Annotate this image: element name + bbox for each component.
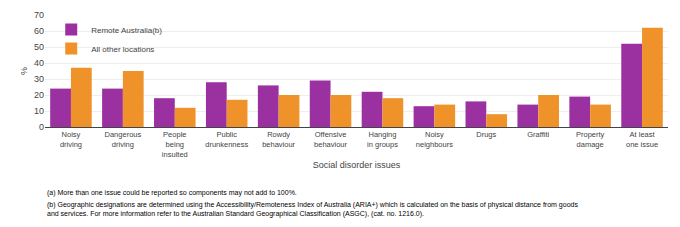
svg-text:Publicdrunkenness: Publicdrunkenness — [205, 130, 248, 149]
svg-text:10: 10 — [34, 106, 44, 116]
svg-text:All other locations: All other locations — [91, 45, 154, 54]
svg-text:Graffiti: Graffiti — [527, 130, 549, 139]
svg-text:%: % — [19, 67, 29, 75]
svg-text:Noisydriving: Noisydriving — [60, 130, 82, 149]
svg-text:30: 30 — [34, 74, 44, 84]
svg-text:Propertydamage: Propertydamage — [576, 130, 605, 149]
svg-text:Hangingin groups: Hangingin groups — [367, 130, 398, 149]
svg-text:50: 50 — [34, 42, 44, 52]
svg-text:Remote Australia(b): Remote Australia(b) — [91, 26, 162, 35]
svg-text:(a) More than one issue could: (a) More than one issue could be reporte… — [47, 189, 297, 197]
svg-text:Social disorder issues: Social disorder issues — [313, 160, 401, 170]
svg-text:40: 40 — [34, 58, 44, 68]
svg-text:Drugs: Drugs — [476, 130, 496, 139]
svg-text:70: 70 — [34, 10, 44, 20]
svg-text:At leastone issue: At leastone issue — [626, 130, 658, 149]
svg-text:Offensivebehaviour: Offensivebehaviour — [314, 130, 347, 149]
svg-text:0: 0 — [39, 122, 44, 132]
svg-text:60: 60 — [34, 26, 44, 36]
svg-text:Dangerousdriving: Dangerousdriving — [105, 130, 142, 149]
svg-text:Rowdybehaviour: Rowdybehaviour — [262, 130, 295, 149]
svg-text:Peoplebeinginsulted: Peoplebeinginsulted — [162, 130, 188, 159]
svg-text:Noisyneighbours: Noisyneighbours — [416, 130, 453, 149]
svg-text:(b) Geographic designations ar: (b) Geographic designations are determin… — [47, 201, 578, 218]
svg-text:20: 20 — [34, 90, 44, 100]
